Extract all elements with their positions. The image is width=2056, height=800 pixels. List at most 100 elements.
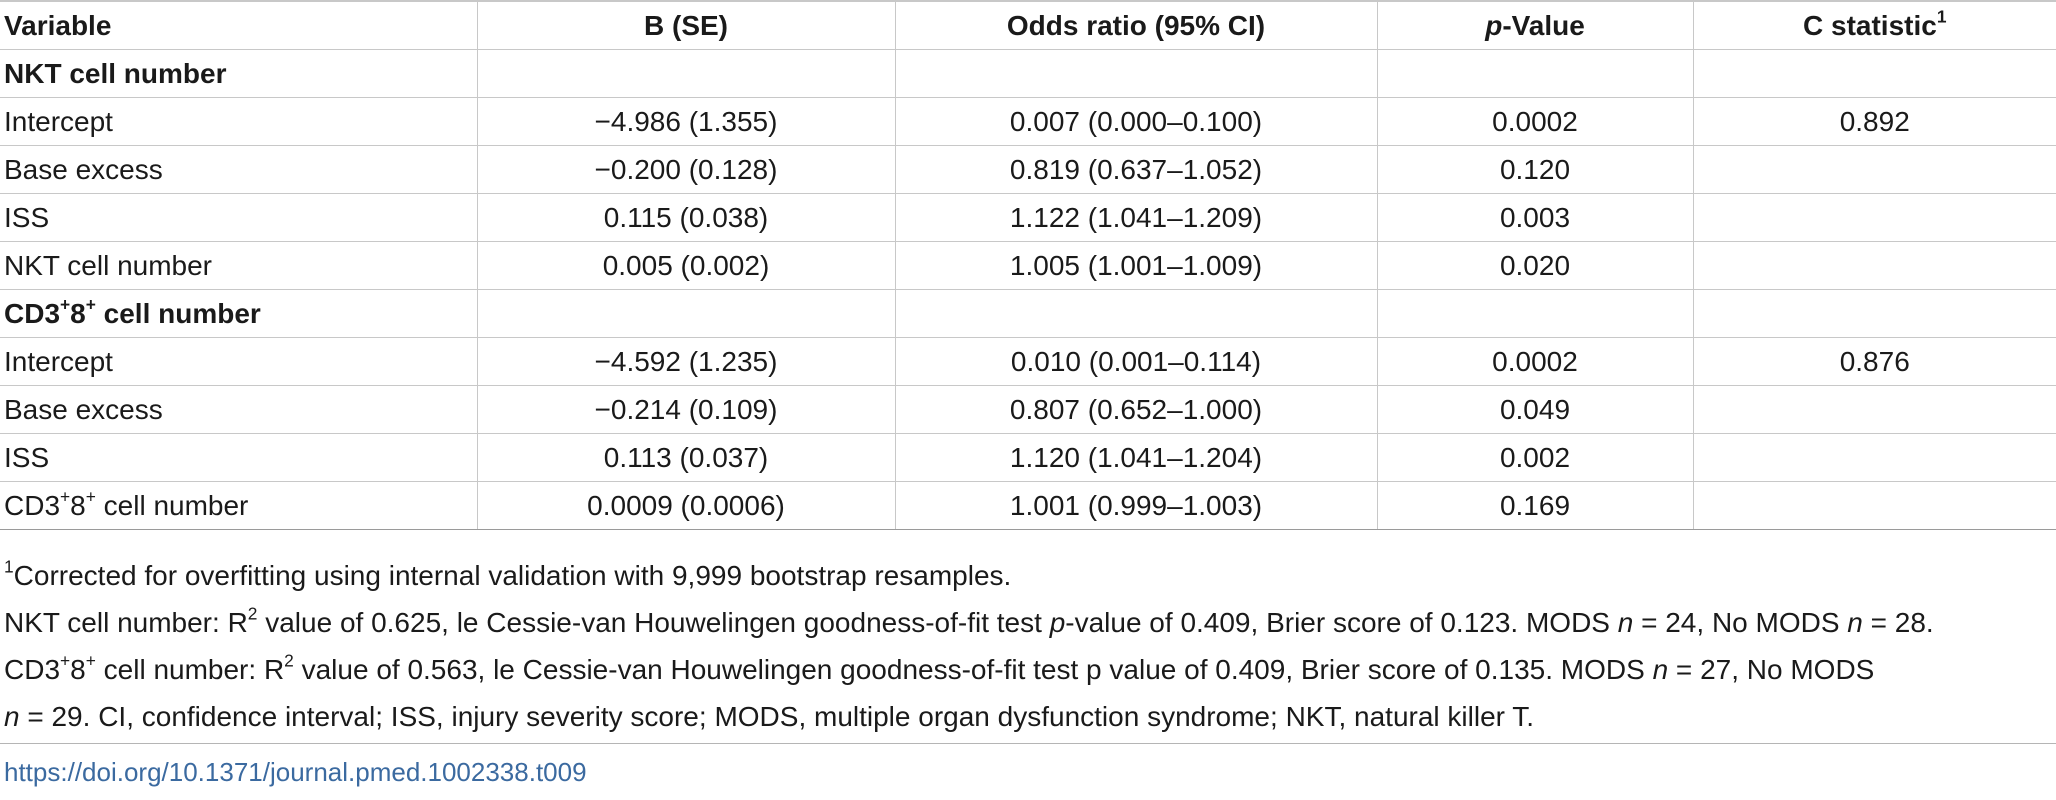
table-cell: [476, 49, 895, 98]
cell-odds-ratio: 1.005 (1.001–1.009): [894, 241, 1377, 290]
table-row: Base excess −0.200 (0.128) 0.819 (0.637–…: [0, 145, 2056, 194]
cell-variable-sup: +: [85, 486, 96, 507]
cell-odds-ratio: 1.001 (0.999–1.003): [894, 481, 1377, 530]
doi-divider: [0, 743, 2056, 744]
footnote-part: = 29. CI, confidence interval; ISS, inju…: [19, 701, 1535, 732]
cell-c-statistic: [1692, 241, 2056, 290]
cell-p-value: 0.049: [1376, 385, 1693, 434]
cell-variable: ISS: [0, 433, 477, 482]
footnote-italic: n: [1652, 654, 1669, 685]
table-row: Base excess −0.214 (0.109) 0.807 (0.652–…: [0, 385, 2056, 434]
cell-odds-ratio: 1.120 (1.041–1.204): [894, 433, 1377, 482]
footnote-italic: p: [1049, 607, 1066, 638]
cell-p-value: 0.020: [1376, 241, 1693, 290]
cell-variable: ISS: [0, 193, 477, 242]
footnote-italic: n: [1847, 607, 1863, 638]
footnote-part: = 27, No MODS: [1668, 654, 1875, 685]
cell-p-value: 0.003: [1376, 193, 1693, 242]
table-row: Intercept −4.986 (1.355) 0.007 (0.000–0.…: [0, 97, 2056, 146]
table-cell: [1692, 289, 2056, 338]
cell-c-statistic: 0.876: [1692, 337, 2056, 386]
section-title-part: 8: [70, 298, 86, 329]
footnote-part: value of 0.625, le Cessie-van Houwelinge…: [257, 607, 1050, 638]
cell-b-se: 0.113 (0.037): [476, 433, 895, 482]
footnote-text: Corrected for overfitting using internal…: [13, 560, 1012, 591]
footnote-part: -value of 0.409, Brier score of 0.123. M…: [1065, 607, 1618, 638]
cell-variable-part: cell number: [95, 490, 249, 521]
cell-odds-ratio: 0.007 (0.000–0.100): [894, 97, 1377, 146]
header-c-label: C statistic: [1803, 10, 1937, 41]
footnote-italic: n: [1617, 607, 1634, 638]
header-odds-ratio: Odds ratio (95% CI): [894, 0, 1377, 50]
header-p-italic: p: [1485, 10, 1503, 41]
cell-variable: NKT cell number: [0, 241, 477, 290]
header-b-se: B (SE): [476, 0, 895, 50]
cell-variable: CD3+8+ cell number: [0, 481, 477, 530]
footnote-part: = 24, No MODS: [1633, 607, 1848, 638]
footnote-cd3: CD3+8+ cell number: R2 value of 0.563, l…: [4, 646, 2044, 693]
cell-odds-ratio: 0.807 (0.652–1.000): [894, 385, 1377, 434]
table-figure: Variable B (SE) Odds ratio (95% CI) p-Va…: [0, 0, 2056, 530]
cell-odds-ratio: 1.122 (1.041–1.209): [894, 193, 1377, 242]
footnote-cd3-continued: n = 29. CI, confidence interval; ISS, in…: [4, 693, 2044, 740]
cell-c-statistic: [1692, 481, 2056, 530]
footnote-italic: n: [4, 701, 20, 732]
table-cell: [1376, 49, 1693, 98]
table-row: ISS 0.115 (0.038) 1.122 (1.041–1.209) 0.…: [0, 193, 2056, 242]
footnote-1: 1Corrected for overfitting using interna…: [4, 552, 2044, 599]
cell-odds-ratio: 0.010 (0.001–0.114): [894, 337, 1377, 386]
footnote-marker: 1: [4, 556, 14, 577]
header-c-sup: 1: [1936, 6, 1947, 27]
cell-b-se: −4.986 (1.355): [476, 97, 895, 146]
cell-b-se: −0.214 (0.109): [476, 385, 895, 434]
cell-variable: Intercept: [0, 97, 477, 146]
section-title-sup: +: [85, 294, 96, 315]
header-c-statistic: C statistic1: [1692, 0, 2056, 50]
cell-variable-sup: +: [60, 486, 71, 507]
cell-b-se: 0.115 (0.038): [476, 193, 895, 242]
table-cell: [1376, 289, 1693, 338]
table-row: Intercept −4.592 (1.235) 0.010 (0.001–0.…: [0, 337, 2056, 386]
section-row-nkt: NKT cell number: [0, 49, 2056, 98]
cell-p-value: 0.169: [1376, 481, 1693, 530]
footnote-part: cell number: R: [95, 654, 285, 685]
footnote-nkt: NKT cell number: R2 value of 0.625, le C…: [4, 599, 2044, 646]
table-cell: [1692, 49, 2056, 98]
section-title-part: cell number: [95, 298, 261, 329]
header-p-rest: -Value: [1502, 10, 1585, 41]
cell-variable-part: CD3: [4, 490, 61, 521]
cell-b-se: −0.200 (0.128): [476, 145, 895, 194]
footnote-part: value of 0.563, le Cessie-van Houwelinge…: [293, 654, 1653, 685]
table-cell: [894, 49, 1377, 98]
cell-p-value: 0.120: [1376, 145, 1693, 194]
header-variable: Variable: [0, 0, 477, 50]
cell-p-value: 0.002: [1376, 433, 1693, 482]
cell-variable: Base excess: [0, 385, 477, 434]
table-cell: [476, 289, 895, 338]
cell-b-se: −4.592 (1.235): [476, 337, 895, 386]
cell-c-statistic: [1692, 433, 2056, 482]
section-title: NKT cell number: [0, 49, 477, 98]
cell-p-value: 0.0002: [1376, 337, 1693, 386]
footnote-part: = 28.: [1862, 607, 1934, 638]
cell-b-se: 0.005 (0.002): [476, 241, 895, 290]
cell-p-value: 0.0002: [1376, 97, 1693, 146]
footnote-sup: +: [60, 650, 71, 671]
footnote-sup: 2: [284, 650, 294, 671]
section-title-sup: +: [60, 294, 71, 315]
cell-c-statistic: [1692, 385, 2056, 434]
footnote-part: 8: [70, 654, 86, 685]
cell-odds-ratio: 0.819 (0.637–1.052): [894, 145, 1377, 194]
footnote-sup: +: [85, 650, 96, 671]
table-row: CD3+8+ cell number 0.0009 (0.0006) 1.001…: [0, 481, 2056, 530]
table-row: ISS 0.113 (0.037) 1.120 (1.041–1.204) 0.…: [0, 433, 2056, 482]
cell-c-statistic: [1692, 193, 2056, 242]
table-footnotes: 1Corrected for overfitting using interna…: [4, 552, 2044, 740]
cell-c-statistic: [1692, 145, 2056, 194]
doi-link[interactable]: https://doi.org/10.1371/journal.pmed.100…: [4, 757, 587, 787]
footnote-part: NKT cell number: R: [4, 607, 248, 638]
header-p-value: p-Value: [1376, 0, 1693, 50]
cell-b-se: 0.0009 (0.0006): [476, 481, 895, 530]
section-row-cd3-8: CD3+8+ cell number: [0, 289, 2056, 338]
table-row: NKT cell number 0.005 (0.002) 1.005 (1.0…: [0, 241, 2056, 290]
